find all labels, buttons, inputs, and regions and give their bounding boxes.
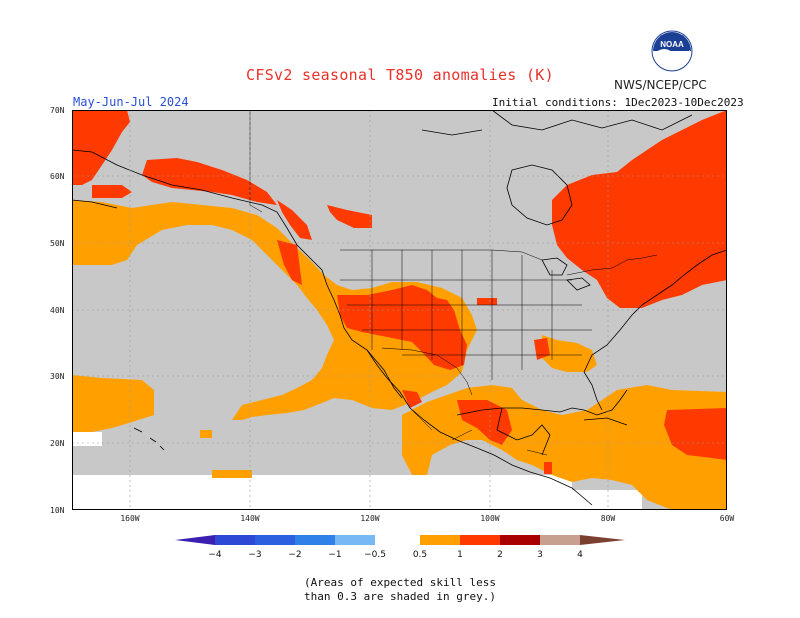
colorbar-label-4: 4 — [577, 550, 583, 560]
skill-note-line2: than 0.3 are shaded in grey.) — [303, 590, 497, 603]
lat-label-40n: 40N — [50, 306, 65, 315]
organization-label: NWS/NCEP/CPC — [614, 78, 707, 92]
colorbar-swatch-1 — [255, 535, 295, 545]
skill-note-line1: (Areas of expected skill less — [303, 576, 497, 589]
colorbar-label-2: 2 — [497, 550, 503, 560]
colorbar-label-neg3: −3 — [248, 550, 261, 560]
colorbar-label-neg1: −1 — [328, 550, 341, 560]
anomaly-map — [72, 110, 727, 510]
colorbar-label-neg4: −4 — [208, 550, 222, 560]
colorbar-swatch-5 — [420, 535, 460, 545]
color-scale-bar: −4 −3 −2 −1 −0.5 0.5 1 2 3 4 — [175, 535, 625, 560]
lat-label-70n: 70N — [50, 106, 65, 115]
season-label: May-Jun-Jul 2024 — [73, 95, 189, 109]
colorbar-swatch-3 — [335, 535, 375, 545]
colorbar-label-neg2: −2 — [288, 550, 301, 560]
colorbar-label-neg05: −0.5 — [364, 550, 386, 560]
skill-note: (Areas of expected skill less than 0.3 a… — [0, 576, 800, 604]
lon-label-140w: 140W — [240, 514, 260, 523]
lat-label-30n: 30N — [50, 372, 65, 381]
coastlines — [72, 110, 727, 506]
lon-label-120w: 120W — [360, 514, 380, 523]
neutral-regions — [72, 432, 642, 510]
colorbar-swatch-2 — [295, 535, 335, 545]
colorbar-label-1: 1 — [457, 550, 463, 560]
political-borders — [249, 110, 658, 456]
colorbar-arrow-left — [175, 535, 215, 545]
lon-label-100w: 100W — [480, 514, 500, 523]
initial-conditions-label: Initial conditions: 1Dec2023-10Dec2023 — [492, 96, 744, 109]
colorbar-label-3: 3 — [537, 550, 543, 560]
colorbar-label-05: 0.5 — [413, 550, 427, 560]
colorbar-swatch-7 — [500, 535, 540, 545]
lat-label-50n: 50N — [50, 239, 65, 248]
lat-label-60n: 60N — [50, 172, 65, 181]
lon-label-60w: 60W — [719, 514, 735, 523]
graticule — [72, 110, 727, 510]
lat-label-20n: 20N — [50, 439, 65, 448]
noaa-logo-text: NOAA — [660, 40, 684, 49]
colorbar-swatch-0 — [215, 535, 255, 545]
colorbar-swatch-8 — [540, 535, 580, 545]
noaa-logo: NOAA — [651, 30, 693, 72]
colorbar-swatch-4 — [375, 535, 420, 545]
lon-label-80w: 80W — [600, 514, 616, 523]
lon-label-160w: 160W — [120, 514, 140, 523]
colorbar-swatch-6 — [460, 535, 500, 545]
map-title: CFSv2 seasonal T850 anomalies (K) — [246, 66, 554, 84]
lat-label-10n: 10N — [50, 506, 65, 515]
colorbar-arrow-right — [580, 535, 625, 545]
